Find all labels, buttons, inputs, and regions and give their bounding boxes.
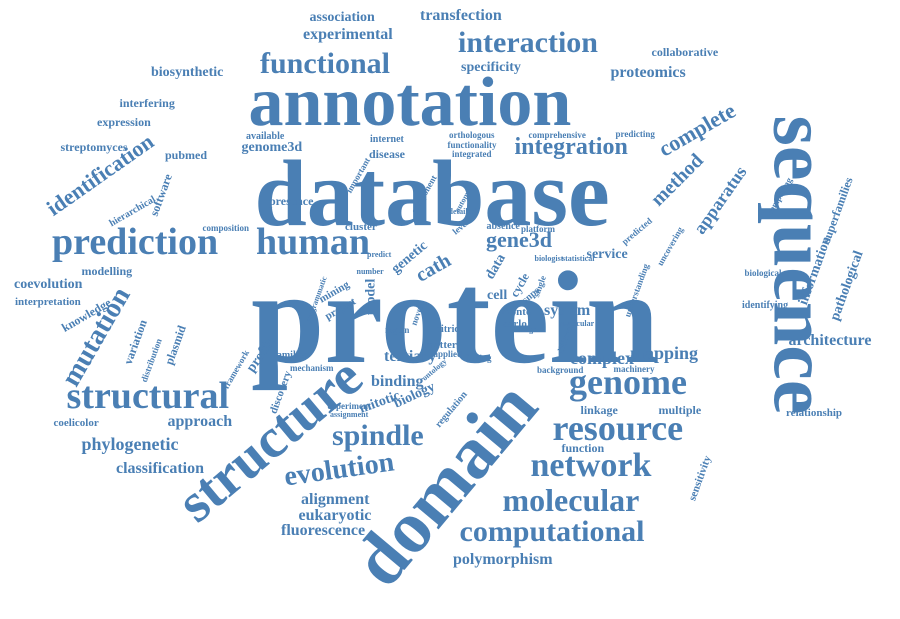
word-network: network (530, 447, 652, 484)
word-spindle: spindle (332, 419, 424, 452)
word-modelling: modelling (81, 264, 133, 278)
word-function: function (561, 441, 605, 455)
word-collaborative: collaborative (651, 45, 719, 59)
word-usage: usage (517, 325, 537, 334)
word-variation: variation (120, 317, 150, 367)
word-polymorphism: polymorphism (453, 551, 553, 568)
word-absence: absence (486, 221, 520, 232)
word-disease: disease (369, 147, 405, 161)
word-specificity: specificity (461, 60, 521, 75)
word-available: available (246, 131, 285, 142)
word-cell: cell (487, 288, 508, 303)
word-alignment: alignment (301, 491, 370, 508)
word-mapping: mapping (630, 343, 699, 363)
word-model: model (362, 278, 378, 316)
word-background: background (537, 364, 584, 375)
word-sensitivity: sensitivity (685, 453, 714, 502)
word-apparatus: apparatus (689, 162, 751, 238)
word-association: association (309, 10, 375, 25)
word-detailed: detailed (448, 207, 476, 216)
word-orthologous: orthologous (449, 129, 495, 140)
word-biosynthetic: biosynthetic (151, 65, 224, 80)
word-functional: functional (260, 47, 391, 80)
word-computational: computational (459, 515, 645, 548)
word-matter: matter (425, 338, 457, 351)
word-annotation: annotation (248, 64, 572, 141)
word-statistical: statistical (562, 254, 595, 263)
word-human: human (256, 221, 371, 263)
word-interaction: interaction (458, 26, 598, 59)
word-mechanism: mechanism (290, 362, 334, 373)
word-tertiary: tertiary (384, 348, 437, 365)
word-presence: presence (269, 194, 314, 208)
word-framework: framework (220, 347, 251, 390)
word-machinery: machinery (613, 363, 655, 374)
word-region: region (385, 324, 410, 335)
word-relationship: relationship (786, 406, 843, 419)
word-number: number (356, 267, 384, 276)
word-method: method (646, 149, 708, 211)
word-database: database (254, 142, 610, 246)
word-gene3d: gene3d (486, 227, 552, 252)
word-expression: expression (97, 115, 151, 129)
word-assignment: assignment (330, 410, 369, 419)
word-structural: structural (66, 375, 230, 417)
word-plasmid: plasmid (161, 323, 189, 367)
word-binding: binding (371, 373, 424, 390)
word-families: families (273, 350, 307, 361)
word-predicting: predicting (615, 128, 655, 139)
word-experimental: experimental (303, 26, 393, 43)
word-biologist: biologist (534, 254, 564, 263)
word-genome3d: genome3d (241, 140, 303, 155)
word-functionality: functionality (447, 139, 497, 150)
word-identifying: identifying (742, 300, 789, 311)
word-interpretation: interpretation (15, 295, 81, 308)
word-prediction: prediction (52, 221, 219, 263)
word-streptomyces: streptomyces (60, 140, 128, 154)
word-biological: biological (744, 267, 782, 278)
word-multiple: multiple (658, 403, 702, 417)
word-cluster: cluster (345, 220, 377, 233)
word-eukaryotic: eukaryotic (298, 507, 372, 524)
word-pubmed: pubmed (165, 148, 208, 162)
word-approach: approach (167, 413, 233, 430)
word-integrated: integrated (452, 148, 492, 159)
word-carlo: carlo (503, 317, 527, 330)
word-complex: complex (570, 348, 634, 368)
word-resource: resource (552, 408, 684, 448)
word-monte: monte (501, 305, 531, 318)
word-predict: predict (367, 250, 392, 259)
word-sequence: sequence (756, 115, 844, 415)
word-interfering: interfering (119, 96, 175, 110)
word-uncovering: uncovering (654, 224, 685, 267)
word-nitric: nitric (435, 324, 459, 335)
word-applied: applied (433, 348, 463, 359)
word-coevolution: coevolution (14, 277, 83, 292)
word-transfection: transfection (420, 7, 502, 24)
word-fluorescence: fluorescence (281, 522, 366, 539)
word-linkage: linkage (580, 403, 618, 417)
word-experiment: experiment (327, 400, 371, 411)
word-comprehensive: comprehensive (528, 129, 586, 140)
word-finding: finding (464, 352, 492, 363)
word-coelicolor: coelicolor (53, 416, 99, 429)
word-integration: integration (514, 134, 628, 160)
word-particular: particular (559, 319, 595, 328)
word-molecular: molecular (502, 482, 640, 518)
word-complete: complete (654, 97, 740, 162)
word-proteomics: proteomics (610, 64, 686, 81)
word-phylogenetic: phylogenetic (81, 434, 179, 454)
word-genome: genome (569, 362, 687, 402)
word-system: system (544, 302, 591, 319)
word-platform: platform (521, 223, 555, 234)
word-service: service (586, 247, 628, 262)
word-architecture: architecture (788, 332, 872, 349)
word-internet: internet (370, 134, 404, 145)
word-classification: classification (116, 460, 204, 477)
word-composition: composition (202, 222, 250, 233)
word-protein: protein (251, 244, 660, 391)
word-predicted: predicted (619, 215, 654, 247)
